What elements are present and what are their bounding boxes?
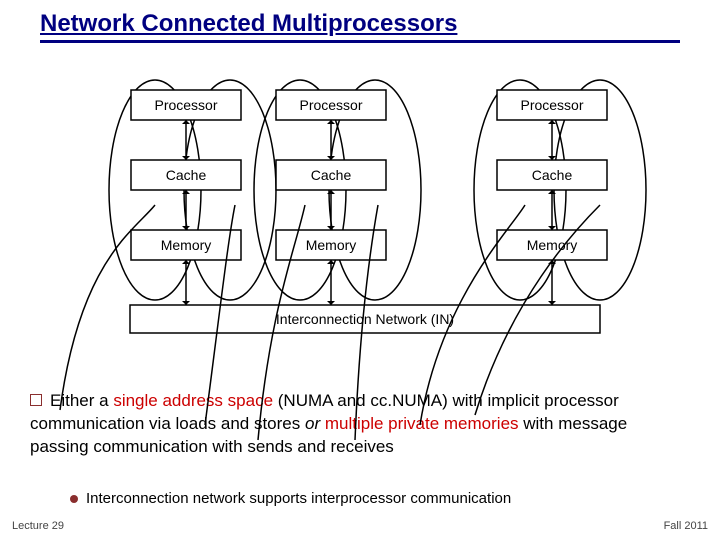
- footer-left: Lecture 29: [12, 520, 64, 532]
- svg-text:Cache: Cache: [311, 167, 352, 183]
- bullet-square-icon: [30, 394, 42, 406]
- sub-bullet-text: Interconnection network supports interpr…: [86, 490, 511, 507]
- diagram-area: Processor Cache Memory Processor Cache Memory…: [0, 60, 720, 360]
- main-bullet: Either a single address space (NUMA and …: [30, 390, 690, 459]
- svg-text:Memory: Memory: [306, 237, 357, 253]
- diagram-svg: Processor Cache Memory Processor Cache Memory…: [0, 60, 720, 360]
- sub-bullet: Interconnection network supports interpr…: [70, 490, 690, 507]
- bullet-red2: multiple private memories: [325, 414, 519, 433]
- svg-text:Processor: Processor: [520, 97, 583, 113]
- bullet-dot-icon: [70, 495, 78, 503]
- svg-text:Interconnection Network (IN): Interconnection Network (IN): [276, 311, 454, 327]
- svg-text:Cache: Cache: [166, 167, 207, 183]
- bullet-pre: Either a: [50, 391, 113, 410]
- svg-text:Memory: Memory: [161, 237, 212, 253]
- svg-text:Memory: Memory: [527, 237, 578, 253]
- bullet-or: or: [305, 414, 320, 433]
- svg-text:Cache: Cache: [532, 167, 573, 183]
- footer-right: Fall 2011: [664, 520, 708, 532]
- svg-text:Processor: Processor: [299, 97, 362, 113]
- svg-text:Processor: Processor: [154, 97, 217, 113]
- slide-title: Network Connected Multiprocessors: [40, 10, 680, 43]
- bullet-red1: single address space: [113, 391, 273, 410]
